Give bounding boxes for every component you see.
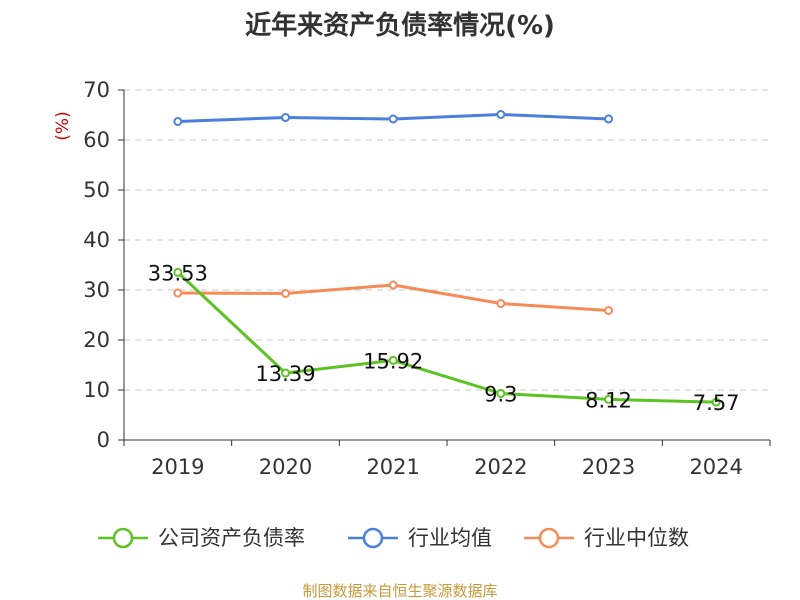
legend: 公司资产负债率 行业均值 行业中位数 [98,526,689,550]
x-tick-label: 2024 [689,455,742,479]
y-tick-label: 40 [83,228,110,252]
data-point [281,113,290,122]
y-axis-unit: (%) [53,111,73,140]
data-label: 15.92 [363,349,423,373]
legend-swatch-marker [112,527,134,549]
y-tick-label: 20 [83,328,110,352]
legend-swatch-marker [538,527,560,549]
legend-label: 行业中位数 [584,526,689,550]
source-note: 制图数据来自恒生聚源数据库 [302,582,497,600]
series-lines [173,110,721,407]
data-label: 33.53 [148,261,208,285]
data-point [388,114,398,124]
legend-swatch-marker [362,527,384,549]
x-tick-label: 2022 [474,455,527,479]
x-tick-label: 2019 [151,455,204,479]
x-tick-label: 2021 [366,455,419,479]
data-point [281,368,290,378]
chart-title: 近年来资产负债率情况(%) [245,10,555,41]
series-line-0 [176,271,717,404]
y-tick-label: 10 [83,378,110,402]
axes: 0 10 20 30 40 50 60 70 2019 2020 2021 2022 2023 2024 [83,78,771,479]
data-point [604,394,613,404]
y-tick-label: 0 [97,428,110,452]
data-point [604,306,613,315]
data-point [711,397,721,407]
x-tick-label: 2020 [259,455,312,479]
data-label: 8.12 [585,388,632,412]
data-point [388,355,398,365]
data-point [496,389,506,398]
data-point [173,288,183,298]
y-tick-label: 30 [83,278,110,302]
data-label: 7.57 [693,391,740,415]
y-tick-label: 50 [83,178,110,202]
data-point [496,299,506,308]
data-point [173,117,183,126]
data-label: 9.3 [484,383,517,407]
legend-label: 行业均值 [408,526,492,550]
y-tick-label: 70 [83,78,110,102]
data-label: 13.39 [255,362,315,386]
data-point [604,114,613,124]
data-point [173,267,183,277]
data-point [281,289,290,298]
data-labels: 33.53 13.39 15.92 9.3 8.12 7.57 [148,261,740,415]
x-tick-label: 2023 [582,455,635,479]
data-point [388,280,398,290]
legend-label: 公司资产负债率 [158,526,305,550]
gridlines [124,89,770,391]
y-tick-label: 60 [83,128,110,152]
data-point [496,110,506,119]
